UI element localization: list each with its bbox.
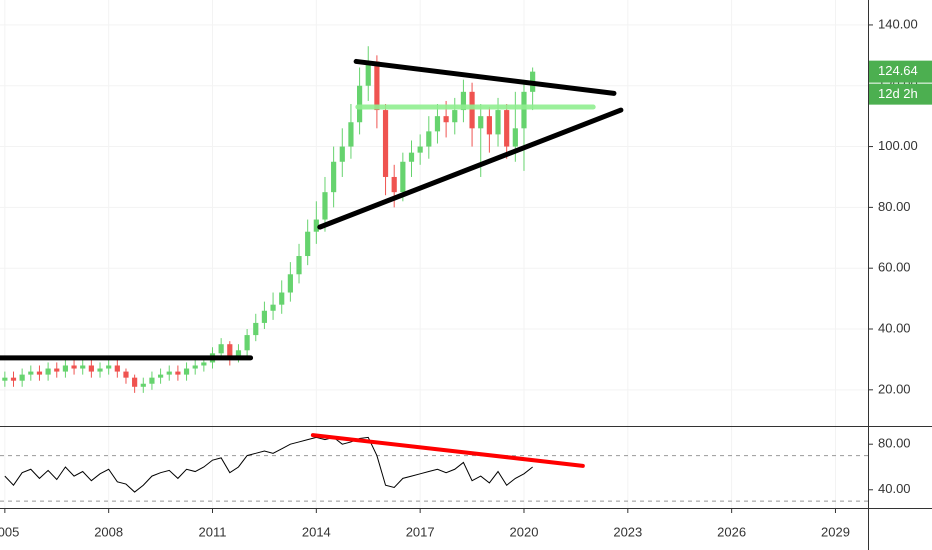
y-tick-label: 60.00: [878, 260, 911, 275]
candle-body: [279, 292, 285, 305]
candle-body: [521, 91, 527, 129]
x-tick-label: 2020: [510, 524, 539, 539]
candle-body: [296, 256, 302, 275]
price-pane: [0, 46, 624, 393]
candle-body: [356, 85, 363, 123]
candle-body: [80, 365, 86, 369]
candle-body: [261, 310, 268, 323]
candle-body: [244, 335, 250, 351]
candle-body: [62, 365, 69, 372]
x-tick-label: 2029: [821, 524, 850, 539]
candle-body: [28, 371, 34, 375]
candle-body: [36, 371, 43, 375]
candle-body: [175, 371, 181, 375]
candle-body: [253, 322, 259, 336]
candle-body: [495, 110, 501, 135]
candle-body: [486, 116, 492, 135]
candle-body: [97, 368, 103, 372]
candle-body: [469, 91, 475, 129]
candle-body: [287, 274, 293, 293]
candle-body: [149, 377, 155, 384]
y-tick-label: 80.00: [878, 199, 911, 214]
candle-body: [19, 374, 25, 381]
candle-body: [45, 368, 51, 375]
candle-body: [408, 152, 415, 162]
candle-body: [365, 61, 371, 86]
candle-body: [183, 368, 190, 375]
countdown-label: 12d 2h: [878, 86, 918, 101]
candle-body: [166, 371, 172, 375]
trend-line: [353, 58, 617, 96]
trend-line: [317, 107, 624, 230]
candle-body: [227, 344, 233, 357]
candle-body: [270, 304, 276, 311]
candle-body: [348, 122, 354, 147]
grid: [0, 0, 868, 508]
candle-body: [434, 116, 441, 132]
candle-body: [157, 374, 164, 378]
candle-body: [417, 146, 423, 153]
candle-body: [54, 368, 60, 372]
candle-body: [400, 161, 406, 193]
x-tick-label: 2023: [613, 524, 642, 539]
candle-body: [391, 176, 397, 193]
last-price-box: [869, 60, 932, 83]
x-tick-label: 2026: [717, 524, 746, 539]
candle-body: [88, 365, 94, 372]
candle-body: [132, 377, 138, 387]
candle-body: [313, 219, 319, 232]
candle-body: [192, 365, 198, 369]
candle-body: [331, 161, 337, 193]
x-tick-label: 2008: [94, 524, 123, 539]
candle-body: [374, 61, 380, 111]
candle-body: [140, 383, 146, 387]
candle-body: [426, 131, 432, 147]
x-tick-label: 2017: [406, 524, 435, 539]
candle-body: [235, 350, 242, 357]
y-tick-label: 100.00: [878, 138, 918, 153]
x-tick-label: 2005: [0, 524, 19, 539]
candle-body: [218, 344, 224, 354]
candle-body: [305, 231, 311, 257]
candle-body: [512, 128, 518, 147]
last-price-label: 124.64: [878, 63, 918, 78]
candle-body: [452, 110, 458, 123]
y-tick-label: 140.00: [878, 16, 918, 31]
candle-body: [504, 110, 510, 147]
countdown-box: [869, 83, 932, 105]
candle-body: [123, 371, 129, 378]
candle-body: [382, 110, 389, 177]
y-axis: 20.0040.0060.0080.00100.00120.00140.0040…: [868, 16, 932, 496]
x-tick-label: 2011: [199, 524, 227, 539]
candle-body: [71, 365, 77, 369]
y-tick-label: 40.00: [878, 320, 911, 335]
y-tick-label: 20.00: [878, 381, 911, 396]
rsi-line: [4, 436, 533, 493]
candle-body: [106, 365, 112, 369]
candle-body: [2, 377, 8, 381]
candle-body: [322, 192, 328, 220]
x-tick-label: 2014: [302, 524, 331, 539]
rsi-pane: [0, 433, 868, 502]
candle-body: [460, 91, 467, 111]
y-tick-label: 80.00: [878, 436, 911, 451]
candle-body: [114, 365, 120, 372]
rsi-trend-line: [310, 433, 585, 468]
candle-body: [10, 377, 17, 381]
candle-body: [201, 362, 207, 366]
candle-body: [478, 116, 484, 129]
candle-body: [443, 116, 449, 123]
y-tick-label: 40.00: [878, 481, 911, 496]
candle-body: [339, 146, 345, 162]
